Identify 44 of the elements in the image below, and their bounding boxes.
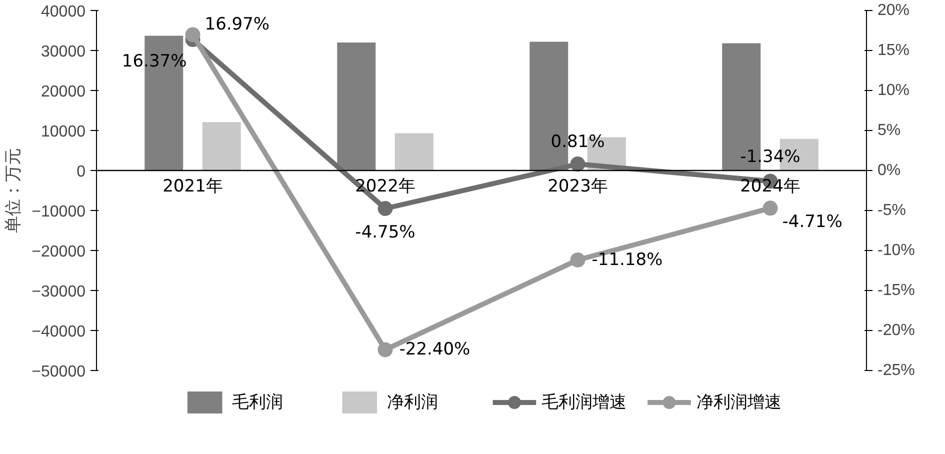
y-tick-label: −50000 <box>32 364 86 380</box>
x-tick-label: 2023年 <box>548 176 608 196</box>
legend-label: 毛利润增速 <box>542 392 627 412</box>
y2-tick-label: 15% <box>878 42 910 59</box>
y-tick-label: −20000 <box>32 244 86 260</box>
y-tick-label: 0 <box>76 164 86 180</box>
bar <box>337 42 376 170</box>
y-tick-label: −40000 <box>32 324 86 340</box>
y2-tick-label: -10% <box>878 242 915 259</box>
point <box>378 201 393 216</box>
x-tick-label: 2021年 <box>162 176 223 196</box>
y-tick-label: −30000 <box>32 284 86 300</box>
y2-tick-label: 10% <box>878 82 910 99</box>
data-label: -1.34% <box>740 147 800 168</box>
legend-label: 净利润增速 <box>696 392 782 412</box>
y2-tick-label: -5% <box>878 202 906 219</box>
data-label: -4.71% <box>782 212 842 232</box>
point <box>570 252 586 268</box>
data-label: -11.18% <box>592 250 663 270</box>
point <box>570 156 586 172</box>
data-label: -22.40% <box>399 340 470 360</box>
data-label: -4.75% <box>355 222 416 242</box>
y-tick-label: 40000 <box>41 4 86 20</box>
y2-tick-label: -25% <box>878 362 915 379</box>
y2-tick-label: 20% <box>878 2 910 19</box>
point <box>762 200 778 216</box>
x-tick-label: 2024年 <box>740 176 800 196</box>
y2-tick-label: 5% <box>878 122 901 139</box>
y-tick-label: 10000 <box>41 124 86 140</box>
bar <box>202 122 241 170</box>
point <box>378 342 393 358</box>
data-label: 16.97% <box>204 14 270 35</box>
point <box>185 27 200 42</box>
legend-label: 毛利润 <box>232 392 283 412</box>
y-tick-label: 20000 <box>41 84 86 100</box>
bar <box>394 133 434 170</box>
y2-tick-label: 0% <box>878 162 901 179</box>
y2-tick-label: -15% <box>878 282 915 299</box>
y2-tick-label: -20% <box>878 322 915 339</box>
y-tick-label: 30000 <box>41 44 86 60</box>
y-axis-title: 单位：万元 <box>4 148 24 233</box>
legend-label: 净利润 <box>386 392 438 412</box>
y-tick-label: −10000 <box>32 204 86 220</box>
data-label: 0.81% <box>550 132 605 152</box>
